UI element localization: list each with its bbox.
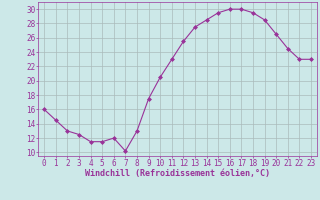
X-axis label: Windchill (Refroidissement éolien,°C): Windchill (Refroidissement éolien,°C)	[85, 169, 270, 178]
